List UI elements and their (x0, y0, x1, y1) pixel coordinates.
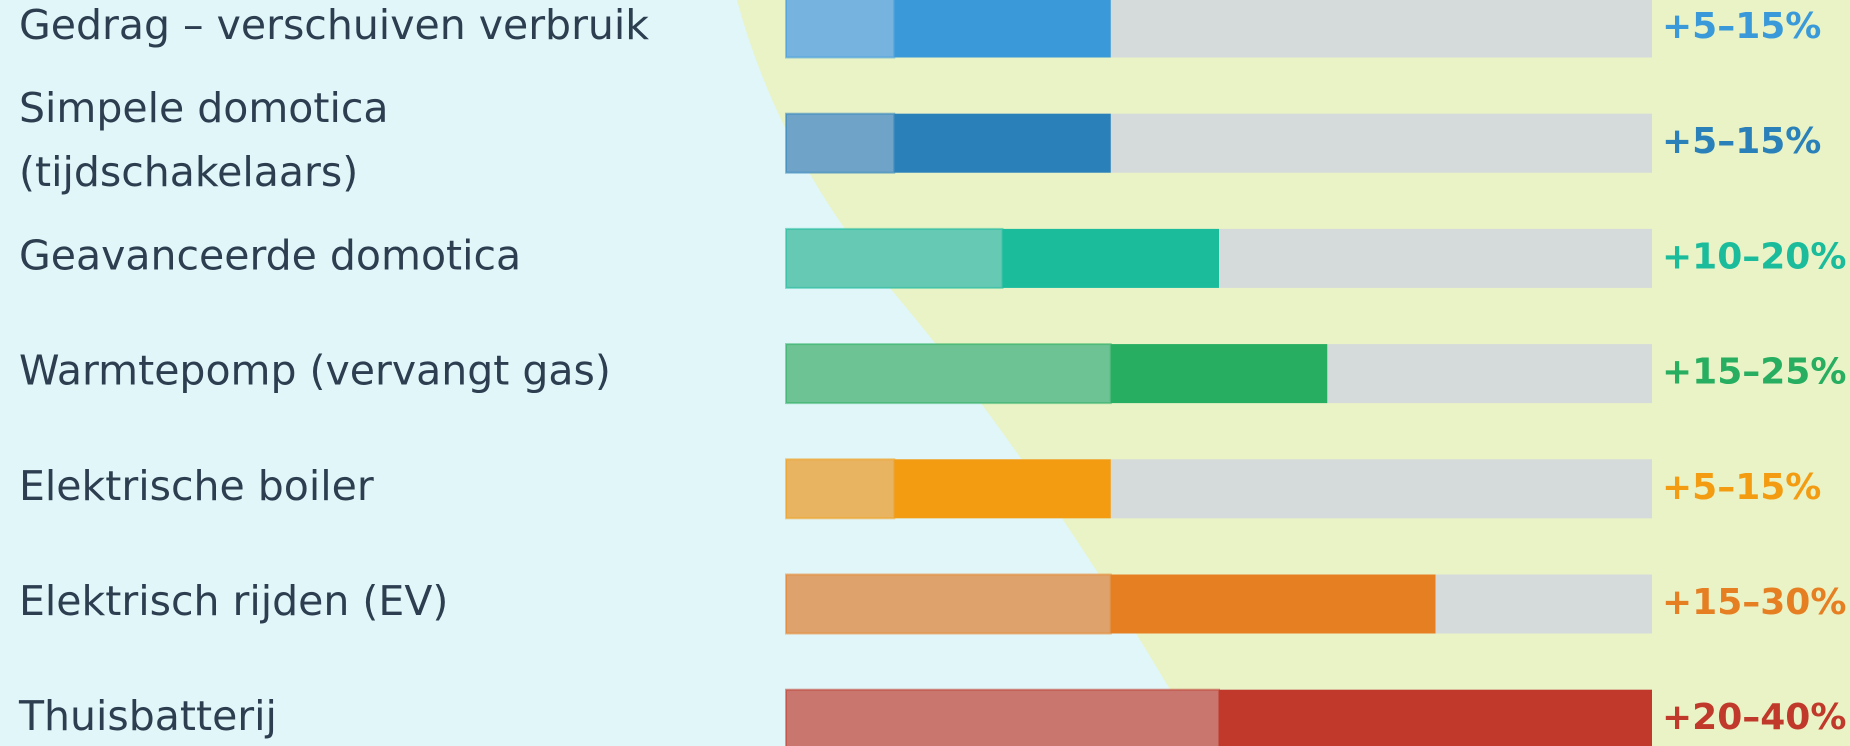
category-label: Warmtepomp (vervangt gas) (19, 347, 611, 395)
value-label: +10–20% (1662, 236, 1846, 277)
value-label: +5–15% (1662, 6, 1821, 47)
bar-range (1110, 574, 1436, 634)
value-label: +5–15% (1662, 467, 1821, 508)
bar-base (785, 0, 896, 59)
category-label: Gedrag – verschuiven verbruik (19, 1, 649, 49)
bar-range (1002, 228, 1219, 288)
bar-range (894, 459, 1111, 519)
category-label: Elektrische boiler (19, 462, 374, 510)
category-label: Elektrisch rijden (EV) (19, 577, 448, 625)
category-label: Simpele domotica (19, 84, 389, 132)
bar-range (894, 0, 1111, 58)
category-label: Thuisbatterij (18, 692, 277, 740)
value-label: +15–30% (1662, 582, 1846, 623)
bar-base (785, 112, 896, 174)
bar-base (785, 573, 1112, 635)
category-label: Geavanceerde domotica (19, 231, 521, 279)
bar-base (785, 343, 1112, 405)
value-label: +20–40% (1662, 697, 1846, 738)
bar-base (785, 688, 1220, 746)
bar-base (785, 458, 896, 520)
bar-range (894, 113, 1111, 173)
bar-base (785, 227, 1004, 289)
value-label: +5–15% (1662, 121, 1821, 162)
category-label: (tijdschakelaars) (19, 148, 358, 196)
bar-range (1110, 344, 1328, 404)
value-label: +15–25% (1662, 352, 1846, 393)
bar-range (1219, 689, 1652, 746)
